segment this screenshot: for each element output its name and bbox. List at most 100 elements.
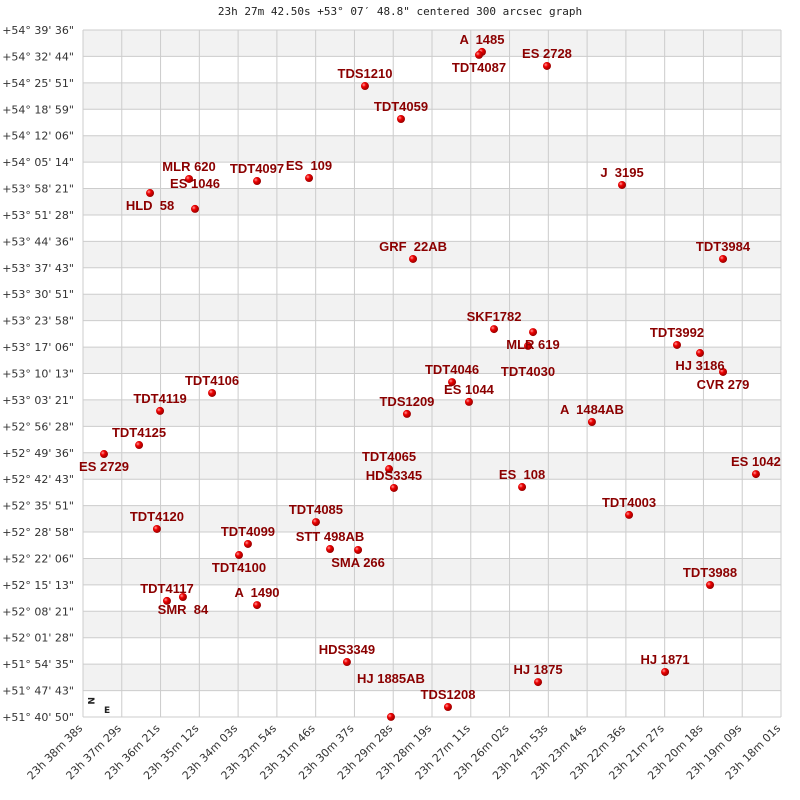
- star-label: HLD 58: [126, 198, 174, 213]
- star-point: [542, 61, 551, 70]
- star-label: STT 498AB: [296, 529, 365, 544]
- y-tick-label: +52° 42' 43": [2, 473, 74, 486]
- chart-title: 23h 27m 42.50s +53° 07′ 48.8" centered 3…: [217, 5, 583, 18]
- y-tick-label: +54° 39' 36": [2, 24, 74, 37]
- star-point: [464, 397, 473, 406]
- star-label: SKF1782: [467, 309, 522, 324]
- star-label: TDS1210: [338, 66, 393, 81]
- star-point: [386, 712, 395, 721]
- star-label: J 3195: [600, 165, 643, 180]
- y-tick-label: +52° 49' 36": [2, 447, 74, 460]
- star-point: [360, 82, 369, 91]
- star-point: [326, 545, 335, 554]
- y-tick-label: +53° 58' 21": [2, 183, 74, 196]
- star-label: A 1490: [234, 585, 279, 600]
- star-point: [409, 254, 418, 263]
- star-point: [156, 406, 165, 415]
- star-point: [243, 539, 252, 548]
- star-point: [490, 325, 499, 334]
- y-tick-label: +53° 23' 58": [2, 315, 74, 328]
- star-label: HJ 1871: [640, 652, 689, 667]
- star-point: [719, 367, 728, 376]
- star-point: [253, 601, 262, 610]
- star-label: HJ 3186: [675, 358, 724, 373]
- y-tick-label: +52° 22' 06": [2, 552, 74, 565]
- y-tick-label: +53° 51' 28": [2, 209, 74, 222]
- star-label: TDT4003: [602, 495, 656, 510]
- star-label: TDT3988: [683, 565, 737, 580]
- y-tick-label: +53° 44' 36": [2, 235, 74, 248]
- star-point: [448, 378, 457, 387]
- star-point: [99, 450, 108, 459]
- star-point: [696, 349, 705, 358]
- star-point: [342, 658, 351, 667]
- y-tick-label: +51° 54' 35": [2, 658, 74, 671]
- y-tick-label: +52° 56' 28": [2, 420, 74, 433]
- star-label: TDT4097: [230, 161, 284, 176]
- star-point: [354, 545, 363, 554]
- star-label: ES 2728: [522, 46, 572, 61]
- star-label: CVR 279: [697, 377, 750, 392]
- star-label: HJ 1875: [513, 662, 562, 677]
- star-point: [587, 417, 596, 426]
- star-label: ES 1044: [444, 382, 495, 397]
- star-point: [529, 328, 538, 337]
- y-tick-label: +52° 01' 28": [2, 632, 74, 645]
- y-tick-label: +54° 32' 44": [2, 50, 74, 63]
- star-point: [135, 441, 144, 450]
- star-point: [402, 409, 411, 418]
- y-tick-label: +53° 30' 51": [2, 288, 74, 301]
- star-label: TDS1209: [379, 394, 434, 409]
- star-label: TDT4046: [425, 362, 479, 377]
- star-point: [474, 50, 483, 59]
- star-point: [518, 483, 527, 492]
- star-label: GRF 22AB: [379, 239, 447, 254]
- star-label: HDS3345: [366, 468, 422, 483]
- star-label: HJ 1885AB: [357, 671, 425, 686]
- y-tick-label: +53° 10' 13": [2, 368, 74, 381]
- star-point: [305, 174, 314, 183]
- y-tick-label: +52° 15' 13": [2, 579, 74, 592]
- star-point: [385, 465, 394, 474]
- star-label: HDS3349: [319, 642, 375, 657]
- star-label: MLR 619: [506, 337, 559, 352]
- star-point: [534, 678, 543, 687]
- star-label: TDT3992: [650, 325, 704, 340]
- star-point: [751, 470, 760, 479]
- star-point: [443, 702, 452, 711]
- star-label: SMA 266: [331, 555, 385, 570]
- star-point: [253, 177, 262, 186]
- star-point: [162, 596, 171, 605]
- star-label: TDT4099: [221, 524, 275, 539]
- star-point: [618, 180, 627, 189]
- star-point: [524, 341, 533, 350]
- star-label: ES 1046: [170, 176, 220, 191]
- star-point: [396, 115, 405, 124]
- star-point: [311, 518, 320, 527]
- star-label: TDT4030: [501, 364, 555, 379]
- star-label: TDT4117: [140, 581, 193, 596]
- star-label: A 1485: [459, 32, 504, 47]
- star-label: TDT4059: [374, 99, 428, 114]
- star-point: [661, 667, 670, 676]
- star-label: ES 109: [286, 158, 332, 173]
- y-tick-label: +51° 40' 50": [2, 711, 74, 724]
- star-label: MLR 620: [162, 159, 215, 174]
- star-label: TDT4119: [133, 391, 186, 406]
- star-point: [208, 388, 217, 397]
- y-tick-label: +53° 17' 06": [2, 341, 74, 354]
- star-label: TDT4085: [289, 502, 343, 517]
- compass-east: E: [104, 706, 110, 716]
- star-point: [178, 593, 187, 602]
- star-label: ES 108: [499, 467, 545, 482]
- star-point: [719, 254, 728, 263]
- star-label: TDT4087: [452, 60, 506, 75]
- star-point: [190, 204, 199, 213]
- star-label: ES 1042: [731, 454, 781, 469]
- star-point: [235, 551, 244, 560]
- star-point: [185, 174, 194, 183]
- y-tick-label: +53° 37' 43": [2, 262, 74, 275]
- star-label: TDT4125: [112, 425, 166, 440]
- star-label: TDT3984: [696, 239, 751, 254]
